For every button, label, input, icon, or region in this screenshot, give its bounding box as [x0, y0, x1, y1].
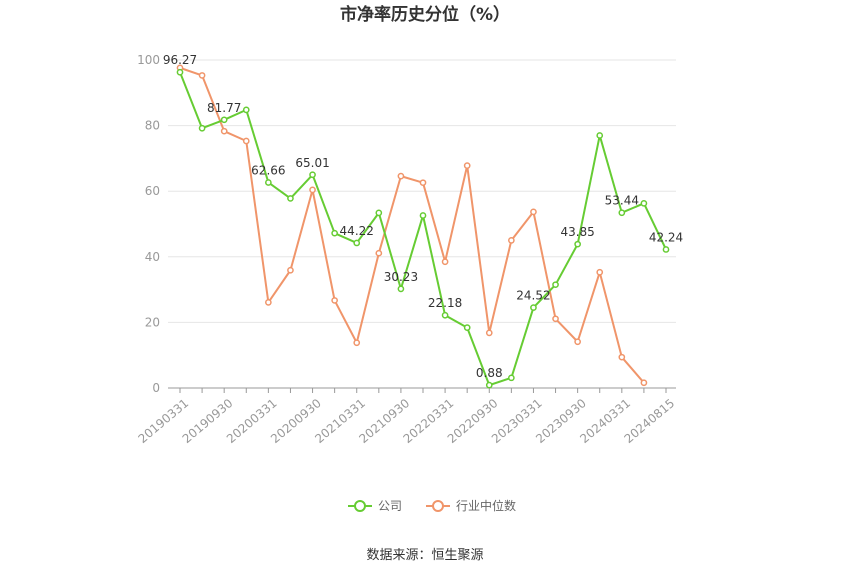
legend-label: 公司	[378, 499, 402, 513]
data-point	[640, 199, 648, 207]
data-point	[198, 124, 206, 132]
data-point	[397, 285, 405, 293]
data-point	[530, 304, 537, 311]
data-point	[441, 258, 449, 266]
data-point	[618, 209, 626, 217]
series-industry-median	[176, 64, 648, 387]
data-label: 43.85	[560, 225, 594, 239]
data-point	[265, 299, 272, 306]
data-label: 22.18	[428, 296, 462, 310]
data-point	[485, 329, 493, 337]
data-point	[309, 171, 316, 179]
data-point	[397, 172, 405, 180]
legend-item-company[interactable]: 公司	[348, 499, 402, 513]
y-axis: 0 20 40 60 80 100	[137, 53, 160, 395]
data-point	[353, 339, 361, 347]
data-point	[662, 246, 670, 253]
data-point	[198, 72, 206, 79]
data-point	[353, 239, 361, 247]
data-label: 81.77	[207, 101, 241, 115]
source-note: 数据来源：恒生聚源	[366, 548, 483, 563]
data-point	[485, 381, 493, 389]
data-labels: 96.27 81.77 62.66 65.01 44.22 30.23 22.18 0.88 2…	[163, 53, 683, 380]
legend[interactable]: 公司 行业中位数	[348, 498, 516, 513]
data-point	[242, 137, 250, 145]
y-tick-label: 20	[145, 315, 160, 329]
legend-marker	[354, 500, 366, 512]
data-point	[596, 132, 604, 139]
data-point	[618, 353, 626, 361]
data-point	[419, 212, 427, 219]
data-label: 42.24	[649, 230, 683, 244]
data-point	[463, 324, 471, 331]
data-point	[331, 229, 338, 237]
legend-label: 行业中位数	[456, 498, 516, 513]
data-point	[265, 179, 272, 186]
data-point	[220, 127, 228, 135]
data-label: 53.44	[605, 194, 639, 208]
y-tick-label: 60	[145, 184, 160, 198]
data-label: 30.23	[384, 270, 418, 284]
data-point	[375, 209, 383, 217]
data-point	[574, 338, 581, 346]
data-label: 44.22	[340, 224, 374, 238]
data-label: 65.01	[295, 156, 329, 170]
data-point	[530, 208, 537, 216]
data-point	[287, 195, 294, 202]
data-point	[552, 281, 559, 289]
data-point	[242, 106, 250, 114]
legend-marker	[432, 500, 444, 512]
data-point	[508, 237, 515, 244]
grid-lines	[168, 59, 676, 323]
data-point	[441, 311, 449, 319]
y-tick-label: 40	[145, 250, 160, 264]
chart-title: 市净率历史分位（%）	[340, 4, 510, 25]
data-point	[287, 266, 294, 274]
series-group	[176, 64, 670, 389]
data-point	[220, 116, 228, 124]
y-tick-label: 80	[145, 119, 160, 133]
data-point	[309, 186, 316, 194]
data-label: 24.52	[516, 289, 550, 303]
data-point	[419, 179, 427, 187]
data-point	[508, 374, 515, 382]
data-point	[596, 268, 604, 276]
legend-item-industry-median[interactable]: 行业中位数	[426, 498, 516, 513]
series-company	[176, 68, 670, 389]
series-line	[179, 66, 645, 384]
x-axis: 2019033120190930202003312020093020210331…	[136, 387, 677, 446]
data-point	[552, 315, 559, 323]
data-point	[176, 68, 184, 76]
data-point	[375, 249, 383, 257]
data-label: 0.88	[476, 366, 503, 380]
data-point	[574, 240, 581, 248]
y-tick-label: 0	[152, 381, 160, 395]
data-label: 62.66	[251, 163, 285, 177]
data-point	[463, 162, 471, 169]
y-tick-label: 100	[137, 53, 160, 67]
data-point	[640, 379, 648, 387]
data-point	[331, 297, 338, 304]
data-label: 96.27	[163, 53, 197, 67]
